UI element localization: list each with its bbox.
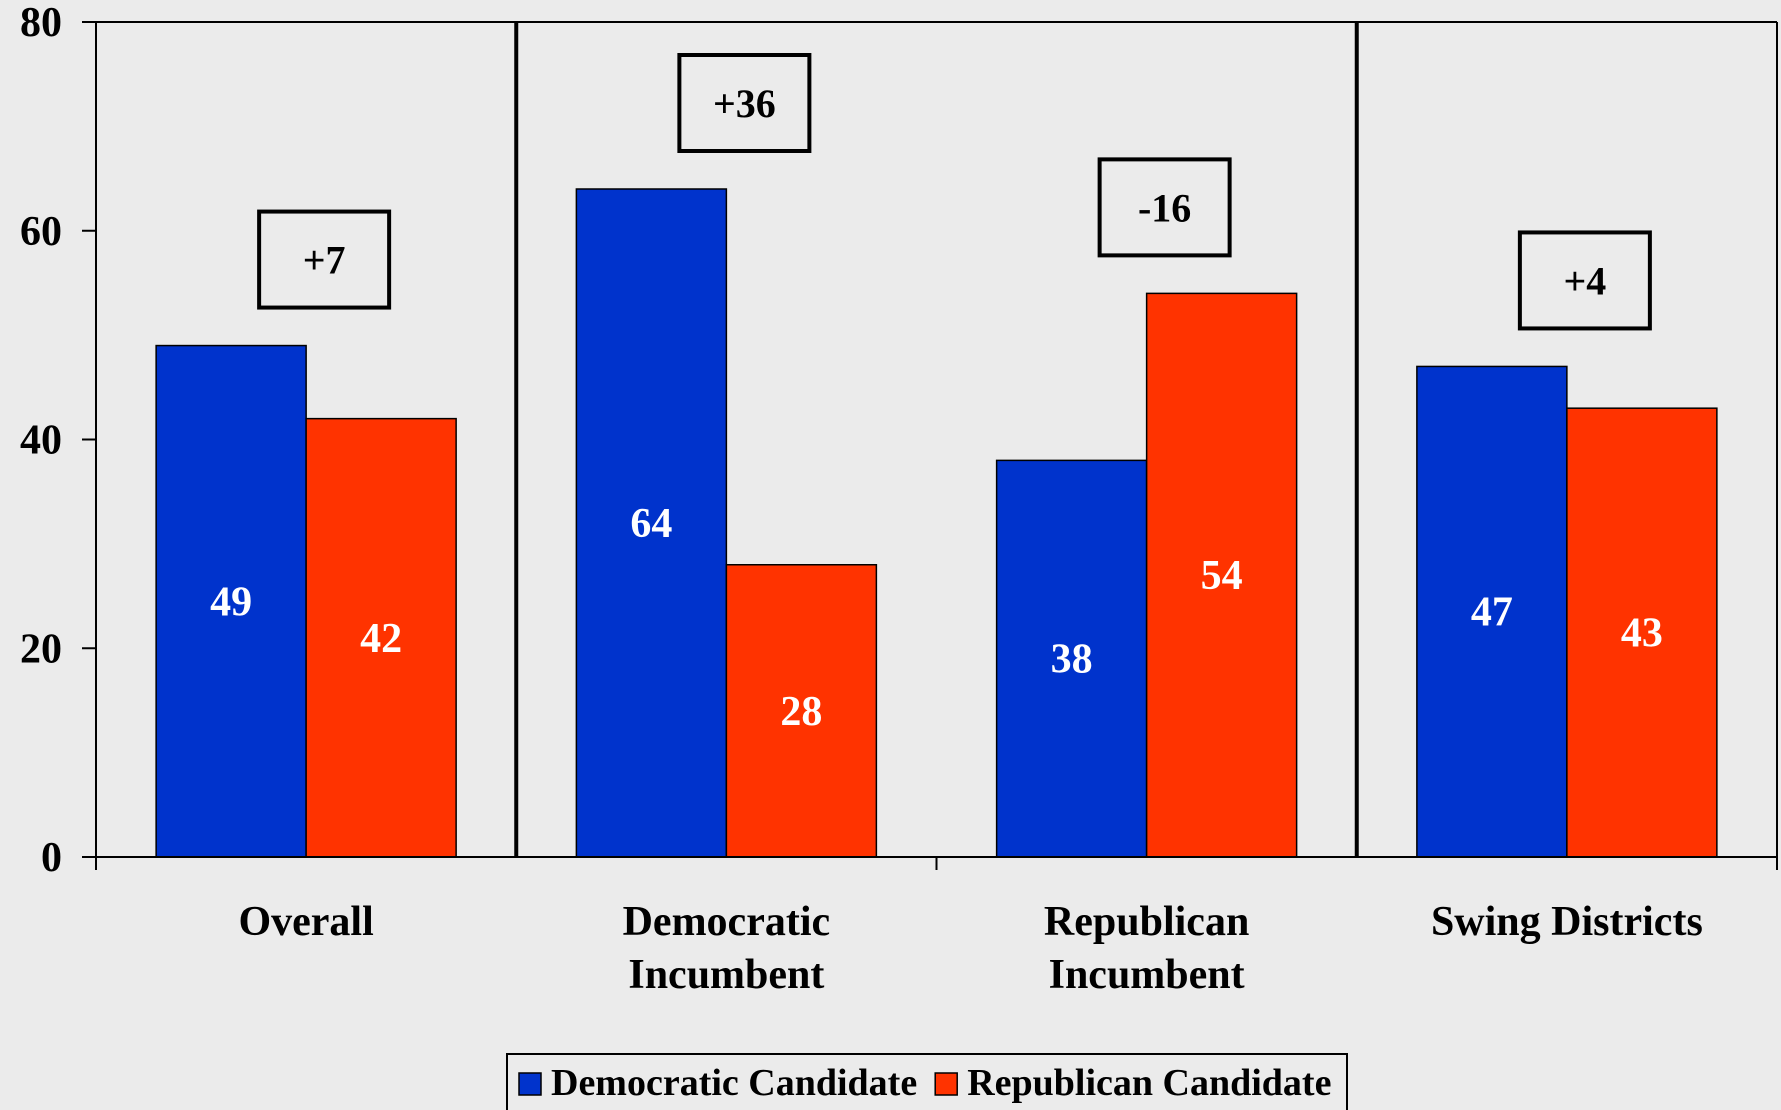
difference-label: +7: [303, 238, 346, 283]
difference-label: +4: [1563, 258, 1606, 303]
category-label: Overall: [238, 899, 373, 945]
bar-value-label: 43: [1621, 611, 1663, 657]
y-tick-label: 0: [41, 835, 62, 881]
difference-box: [257, 209, 392, 310]
y-tick-label: 40: [20, 418, 62, 464]
legend-box: [506, 1053, 1348, 1110]
bar-value-label: 28: [780, 689, 822, 735]
bar-republican: [1566, 407, 1718, 858]
bar-republican: [725, 564, 878, 858]
category-label: Republican: [1044, 899, 1249, 945]
plot-area: 49 42 +7 64 28 +36 38 54 -16 47 43 +4: [96, 21, 1778, 858]
legend-label: Democratic Candidate: [551, 1062, 917, 1104]
bar-value-label: 54: [1201, 553, 1243, 599]
bar-value-label: 38: [1051, 637, 1093, 683]
y-tick-label: 60: [20, 209, 62, 255]
bar-democratic: [1416, 365, 1568, 858]
difference-box: [1097, 157, 1232, 258]
legend-label: Republican Candidate: [967, 1062, 1331, 1104]
bar-value-label: 42: [360, 616, 402, 662]
difference-label: +36: [713, 81, 776, 126]
category-label: Swing Districts: [1431, 899, 1703, 945]
y-axis: 0 20 40 60 80: [20, 0, 97, 881]
x-axis: Overall Democratic Incumbent Republican Incu…: [95, 856, 1778, 998]
y-tick-label: 20: [20, 626, 62, 672]
category-label: Democratic: [623, 899, 831, 945]
legend-swatch-democratic: [518, 1072, 542, 1096]
bar-democratic: [155, 344, 307, 858]
category-label: Incumbent: [1049, 952, 1245, 998]
difference-label: -16: [1138, 185, 1191, 230]
bar-republican: [1145, 292, 1298, 858]
bar-democratic: [995, 459, 1148, 858]
bar-value-label: 47: [1471, 590, 1513, 636]
difference-box: [1517, 230, 1652, 331]
category-label: Incumbent: [628, 952, 824, 998]
bar-democratic: [575, 188, 728, 858]
difference-box: [677, 53, 812, 153]
legend: Democratic Candidate Republican Candidate: [506, 1053, 1348, 1110]
legend-swatch-republican: [934, 1072, 958, 1096]
y-tick-label: 80: [20, 0, 62, 46]
bar-value-label: 49: [210, 579, 252, 625]
bar-value-label: 64: [630, 501, 672, 547]
